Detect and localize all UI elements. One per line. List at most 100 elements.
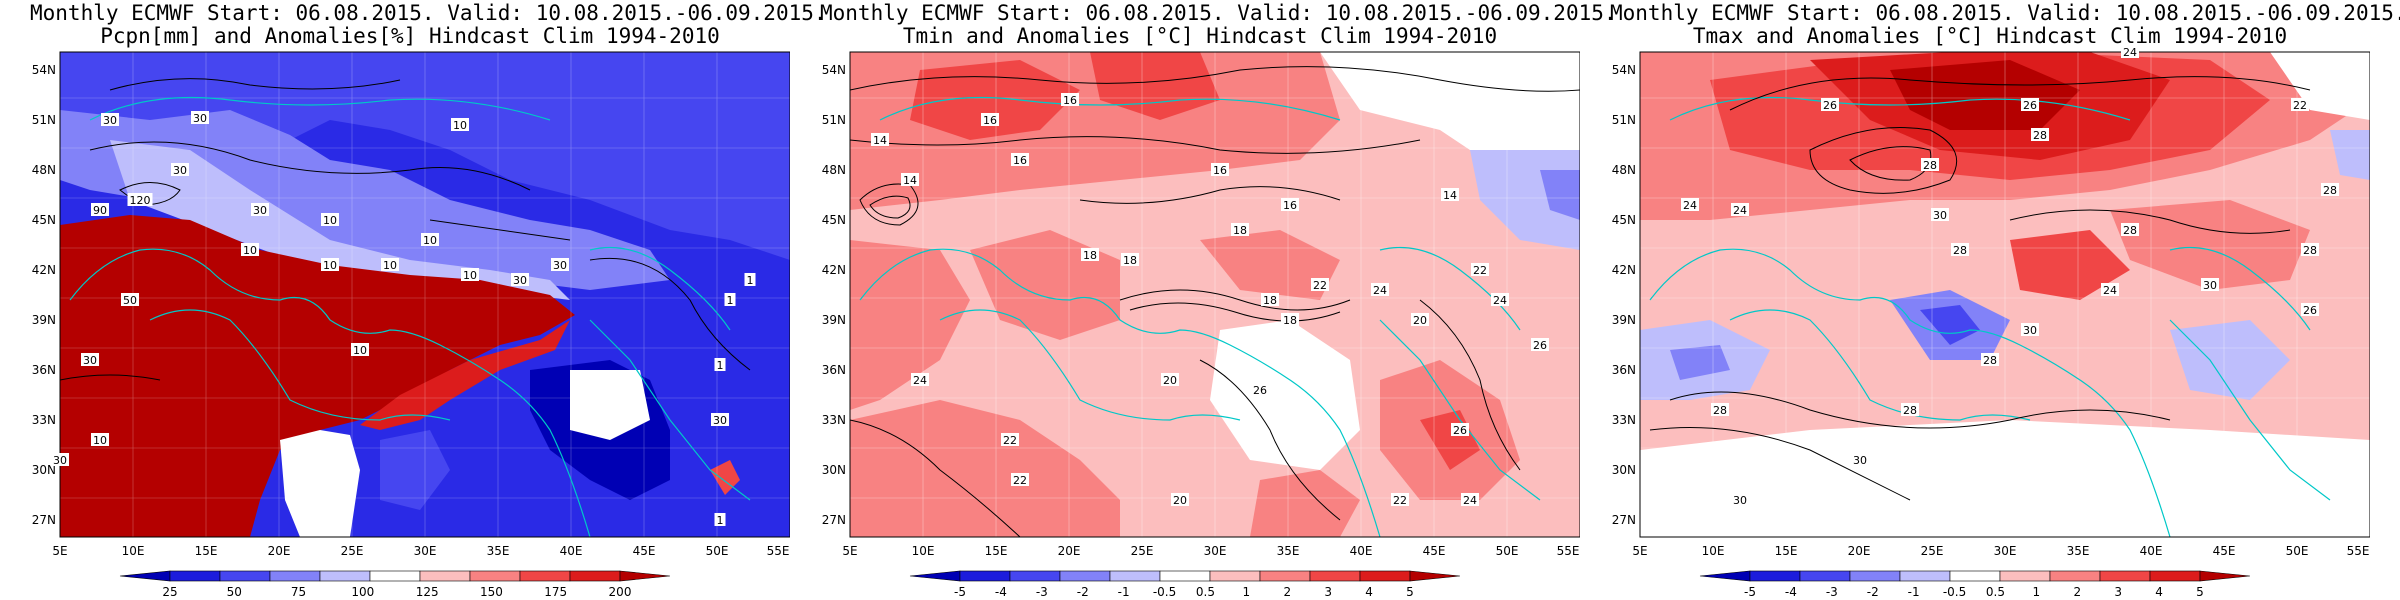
- lat-label: 27N: [1612, 513, 1636, 527]
- contour-label: 16: [981, 113, 999, 127]
- lat-label: 45N: [822, 213, 846, 227]
- colorbar-swatch: [1849, 570, 1901, 582]
- contour-label: 30: [2021, 323, 2039, 337]
- svg-text:30: 30: [53, 454, 67, 467]
- panel-title-line2: Tmin and Anomalies [°C] Hindcast Clim 19…: [902, 24, 1498, 48]
- lon-label: 40E: [1350, 544, 1373, 558]
- svg-text:30: 30: [193, 112, 207, 125]
- lat-label: 33N: [32, 413, 56, 427]
- lon-label: 50E: [706, 544, 729, 558]
- svg-text:26: 26: [2023, 99, 2037, 112]
- lon-label: 45E: [1423, 544, 1446, 558]
- colorbar-tick-label: -3: [1826, 585, 1838, 599]
- svg-text:10: 10: [423, 234, 437, 247]
- colorbar-tick-label: 3: [1324, 585, 1332, 599]
- svg-text:24: 24: [2103, 284, 2117, 297]
- svg-text:30: 30: [2203, 279, 2217, 292]
- svg-text:28: 28: [2123, 224, 2137, 237]
- colorbar-swatch: [1359, 570, 1411, 582]
- colorbar-swatch: [1109, 570, 1161, 582]
- panel-title-line1: Monthly ECMWF Start: 06.08.2015. Valid: …: [1610, 1, 2400, 25]
- svg-text:24: 24: [1463, 494, 1477, 507]
- contour-label: 28: [2031, 128, 2049, 142]
- svg-text:10: 10: [93, 434, 107, 447]
- svg-text:18: 18: [1263, 294, 1277, 307]
- svg-text:28: 28: [1903, 404, 1917, 417]
- contour-label: 24: [2101, 283, 2119, 297]
- colorbar-tick-label: -4: [995, 585, 1007, 599]
- lat-label: 51N: [32, 113, 56, 127]
- lon-label: 40E: [2140, 544, 2163, 558]
- lon-label: 35E: [487, 544, 510, 558]
- colorbar-tick-label: 2: [1283, 585, 1291, 599]
- svg-text:16: 16: [1213, 164, 1227, 177]
- svg-text:26: 26: [1253, 384, 1267, 397]
- contour-label: 18: [1261, 293, 1279, 307]
- lat-label: 42N: [1612, 263, 1636, 277]
- contour-label: 22: [1391, 493, 1409, 507]
- svg-text:26: 26: [1453, 424, 1467, 437]
- contour-label: 18: [1281, 313, 1299, 327]
- colorbar-swatch: [1259, 570, 1311, 582]
- colorbar-tick-label: -2: [1867, 585, 1879, 599]
- svg-text:120: 120: [130, 194, 151, 207]
- svg-text:10: 10: [453, 119, 467, 132]
- lon-label: 55E: [2347, 544, 2370, 558]
- svg-text:30: 30: [1933, 209, 1947, 222]
- svg-text:14: 14: [873, 134, 887, 147]
- colorbar-tick-label: 75: [291, 585, 306, 599]
- colorbar: -5 -4 -3 -2 -1 -0.5 0.5 1 2 3 4 5: [1699, 570, 2251, 599]
- svg-text:28: 28: [1713, 404, 1727, 417]
- lat-label: 54N: [822, 63, 846, 77]
- svg-text:24: 24: [2123, 46, 2137, 59]
- colorbar-swatch: [1699, 570, 1751, 582]
- contour-label: 10: [321, 213, 339, 227]
- contour-labels: 24 26 26 22 28 28 24 28 24 30 28 28 28 24 30 30 28 28 28 30…: [1681, 45, 2339, 507]
- lon-label: 25E: [1131, 544, 1154, 558]
- colorbar-tick-label: -0.5: [1943, 585, 1966, 599]
- contour-label: 10: [461, 268, 479, 282]
- colorbar-tick-label: -3: [1036, 585, 1048, 599]
- svg-text:10: 10: [323, 214, 337, 227]
- svg-text:10: 10: [463, 269, 477, 282]
- panel-title-line2: Tmax and Anomalies [°C] Hindcast Clim 19…: [1692, 24, 2288, 48]
- contour-label: 28: [1711, 403, 1729, 417]
- svg-text:20: 20: [1163, 374, 1177, 387]
- lat-label: 51N: [822, 113, 846, 127]
- lat-label: 30N: [822, 463, 846, 477]
- tmin-field: [850, 52, 1580, 537]
- contour-label: 28: [1901, 403, 1919, 417]
- colorbar-tick-label: 4: [1365, 585, 1373, 599]
- colorbar-tick-label: 5: [2196, 585, 2204, 599]
- colorbar-swatch: [369, 570, 421, 582]
- contour-label: 26: [1251, 383, 1269, 397]
- svg-text:30: 30: [2023, 324, 2037, 337]
- lat-label: 27N: [32, 513, 56, 527]
- contour-label: 30: [81, 353, 99, 367]
- svg-text:18: 18: [1283, 314, 1297, 327]
- colorbar-tick-label: 150: [480, 585, 503, 599]
- colorbar: -5 -4 -3 -2 -1 -0.5 0.5 1 2 3 4 5: [909, 570, 1461, 599]
- contour-label: 30: [511, 273, 529, 287]
- contour-label: 14: [901, 173, 919, 187]
- contour-label: 26: [2021, 98, 2039, 112]
- svg-text:22: 22: [1313, 279, 1327, 292]
- contour-label: 24: [1731, 203, 1749, 217]
- contour-label: 16: [1011, 153, 1029, 167]
- contour-label: 1: [714, 358, 726, 372]
- svg-text:10: 10: [323, 259, 337, 272]
- colorbar-tick-label: -5: [1744, 585, 1756, 599]
- svg-text:30: 30: [1733, 494, 1747, 507]
- lon-axis: 5E 10E 15E 20E 25E 30E 35E 40E 45E 50E 5…: [52, 544, 789, 558]
- svg-text:90: 90: [93, 204, 107, 217]
- contour-label: 26: [1451, 423, 1469, 437]
- colorbar-swatch: [1899, 570, 1951, 582]
- panel-title-line1: Monthly ECMWF Start: 06.08.2015. Valid: …: [820, 1, 1617, 25]
- contour-label: 24: [2121, 45, 2139, 59]
- colorbar-tick-label: 175: [544, 585, 567, 599]
- colorbar-swatch: [219, 570, 271, 582]
- colorbar-swatch: [1309, 570, 1361, 582]
- contour-label: 18: [1121, 253, 1139, 267]
- colorbar-swatch: [569, 570, 621, 582]
